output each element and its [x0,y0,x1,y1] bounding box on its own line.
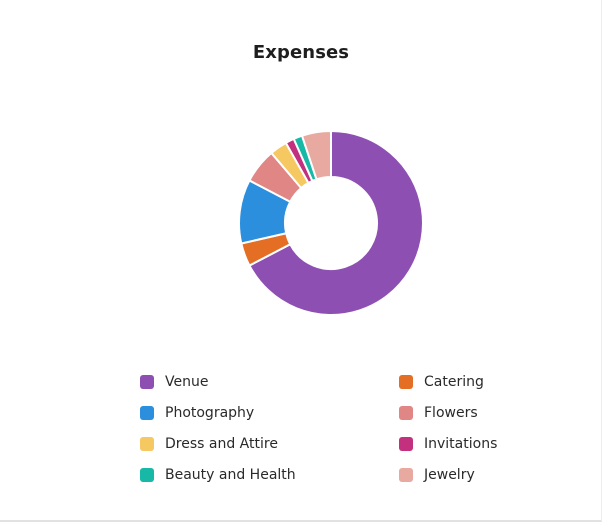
pie-slice-venue[interactable] [248,130,424,316]
legend-label-dress-and-attire: Dress and Attire [165,436,278,452]
legend-swatch-beauty-and-health [140,468,154,482]
legend-swatch-flowers [399,406,413,420]
legend-label-catering: Catering [424,374,484,390]
legend-label-venue: Venue [165,374,209,390]
legend-item-beauty-and-health[interactable]: Beauty and Health [140,463,296,487]
donut-chart [238,130,424,316]
legend-label-beauty-and-health: Beauty and Health [165,467,296,483]
legend-item-jewelry[interactable]: Jewelry [399,463,475,487]
pie-slice-jewelry[interactable] [301,130,332,181]
chart-title: Expenses [252,42,350,63]
legend-swatch-photography [140,406,154,420]
legend-item-catering[interactable]: Catering [399,370,484,394]
legend-swatch-venue [140,375,154,389]
legend-item-venue[interactable]: Venue [140,370,208,394]
legend-label-jewelry: Jewelry [424,467,475,483]
legend-swatch-dress-and-attire [140,437,154,451]
legend-item-flowers[interactable]: Flowers [399,401,478,425]
legend-swatch-jewelry [399,468,413,482]
legend-swatch-catering [399,375,413,389]
legend-label-photography: Photography [165,405,255,421]
legend-item-dress-and-attire[interactable]: Dress and Attire [140,432,278,456]
legend-item-invitations[interactable]: Invitations [399,432,497,456]
chart-legend: Venue Catering Photography Flowers Dress and… [140,370,540,494]
legend-label-flowers: Flowers [424,405,478,421]
legend-item-photography[interactable]: Photography [140,401,254,425]
legend-label-invitations: Invitations [424,436,498,452]
legend-swatch-invitations [399,437,413,451]
